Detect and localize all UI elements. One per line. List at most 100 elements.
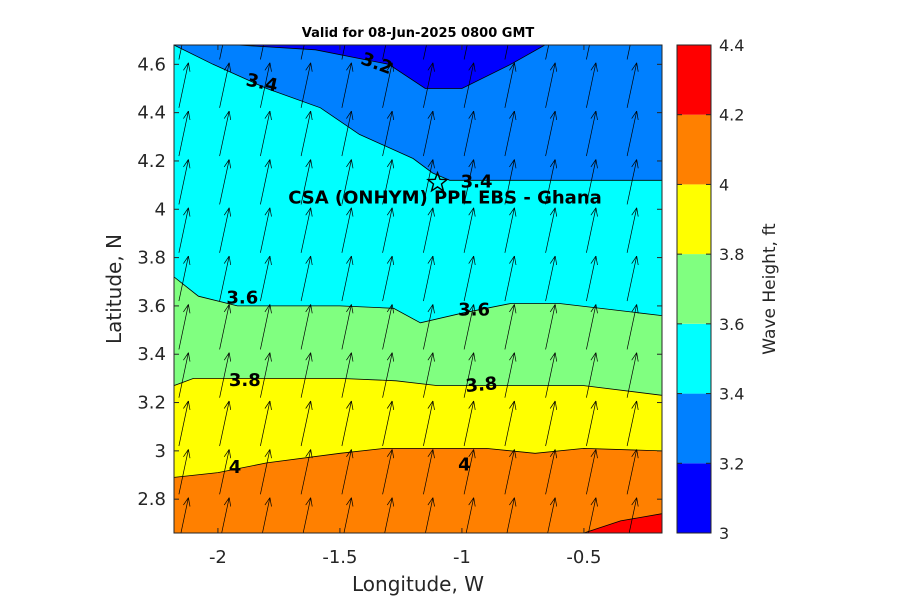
colorbar-segment bbox=[677, 254, 711, 324]
direction-arrow bbox=[341, 207, 354, 253]
y-tick-label: 4.4 bbox=[137, 103, 166, 124]
y-tick-label: 3 bbox=[155, 441, 166, 462]
direction-arrow bbox=[219, 110, 232, 157]
x-tick-label: -1.5 bbox=[322, 547, 357, 568]
contour-fill-layer bbox=[174, 45, 662, 533]
direction-arrow bbox=[300, 449, 313, 495]
colorbar-tick-label: 3.8 bbox=[719, 245, 744, 264]
colorbar-frame bbox=[676, 44, 712, 534]
direction-arrow bbox=[178, 45, 183, 60]
direction-arrow bbox=[504, 207, 517, 253]
direction-arrow bbox=[341, 400, 354, 447]
direction-arrow bbox=[262, 497, 272, 533]
direction-arrow bbox=[260, 449, 272, 495]
direction-arrow bbox=[423, 400, 435, 447]
direction-arrow bbox=[178, 449, 191, 495]
x-axis-label: Longitude, W bbox=[352, 572, 484, 596]
y-tick-label: 3.4 bbox=[137, 344, 166, 365]
contour-line-3.8 bbox=[174, 378, 662, 396]
direction-arrow bbox=[300, 159, 313, 205]
direction-arrow bbox=[463, 207, 476, 253]
y-tick-label: 4.2 bbox=[137, 151, 166, 172]
y-tick-label: 4 bbox=[155, 199, 166, 220]
direction-arrow bbox=[341, 449, 354, 495]
direction-arrow bbox=[300, 304, 313, 350]
x-axis-ticks: -2 -1.5 -1 -0.5 bbox=[209, 45, 601, 568]
direction-arrow bbox=[382, 62, 395, 108]
direction-arrow bbox=[302, 497, 313, 533]
direction-arrow bbox=[341, 159, 354, 205]
direction-arrow bbox=[423, 449, 435, 495]
direction-arrow bbox=[545, 45, 550, 60]
colorbar-segment bbox=[677, 393, 711, 464]
direction-arrow bbox=[463, 352, 476, 398]
direction-arrow bbox=[300, 207, 313, 253]
direction-arrow bbox=[178, 352, 191, 398]
direction-arrow bbox=[219, 207, 232, 253]
direction-arrow bbox=[423, 159, 435, 205]
direction-arrow bbox=[382, 207, 395, 253]
y-axis-ticks: 2.8 3 3.2 3.4 3.6 3.8 4 4.2 4.4 4.6 bbox=[137, 54, 662, 510]
direction-arrow bbox=[504, 110, 517, 157]
direction-arrow bbox=[300, 110, 313, 157]
direction-arrow bbox=[465, 497, 476, 533]
chart-title: Valid for 08-Jun-2025 0800 GMT bbox=[302, 26, 535, 41]
direction-arrow bbox=[341, 45, 346, 60]
direction-arrow bbox=[626, 110, 639, 157]
y-axis-label: Latitude, N bbox=[102, 234, 126, 344]
direction-arrow bbox=[504, 45, 509, 60]
direction-arrow bbox=[463, 449, 476, 495]
direction-arrow bbox=[219, 449, 232, 495]
direction-arrow-field bbox=[178, 45, 639, 533]
direction-arrow bbox=[219, 62, 232, 108]
direction-arrow bbox=[626, 207, 639, 253]
direction-arrow bbox=[545, 400, 558, 447]
direction-arrow bbox=[341, 62, 354, 108]
direction-arrow bbox=[300, 62, 313, 108]
direction-arrow bbox=[586, 62, 598, 108]
x-tick-label: -1 bbox=[453, 547, 471, 568]
colorbar-tick-label: 3 bbox=[719, 524, 729, 543]
direction-arrow bbox=[504, 352, 517, 398]
direction-arrow bbox=[423, 255, 435, 302]
direction-arrow bbox=[463, 304, 476, 350]
colorbar-label: Wave Height, ft bbox=[760, 223, 780, 355]
site-label: CSA (ONHYM) PPL EBS - Ghana bbox=[288, 188, 602, 209]
direction-arrow bbox=[219, 45, 224, 60]
direction-arrow bbox=[384, 497, 395, 533]
direction-arrow bbox=[463, 110, 476, 157]
direction-arrow bbox=[586, 352, 598, 398]
direction-arrow bbox=[463, 62, 476, 108]
direction-arrow bbox=[626, 45, 631, 60]
direction-arrow bbox=[178, 304, 191, 350]
contour-line-3.2 bbox=[237, 45, 546, 89]
direction-arrow bbox=[382, 110, 395, 157]
direction-arrow bbox=[423, 62, 435, 108]
colorbar-segment bbox=[677, 184, 711, 255]
direction-arrow bbox=[463, 255, 476, 302]
direction-arrow bbox=[586, 449, 598, 495]
x-tick-label: -0.5 bbox=[566, 547, 601, 568]
y-tick-label: 2.8 bbox=[137, 489, 166, 510]
direction-arrow bbox=[178, 110, 191, 157]
direction-arrow bbox=[260, 110, 272, 157]
direction-arrow bbox=[219, 400, 232, 447]
direction-arrow bbox=[626, 159, 639, 205]
contour-line-4 bbox=[174, 447, 662, 478]
colorbar-segment bbox=[677, 463, 711, 533]
direction-arrow bbox=[180, 497, 191, 533]
direction-arrow bbox=[504, 400, 517, 447]
direction-arrow bbox=[586, 110, 598, 157]
colorbar bbox=[677, 45, 711, 533]
contour-label: 3.6 bbox=[226, 288, 258, 309]
direction-arrow bbox=[504, 62, 517, 108]
direction-arrow bbox=[341, 255, 354, 302]
colorbar-tick-label: 4 bbox=[719, 175, 729, 194]
direction-arrow bbox=[626, 304, 639, 350]
contour-line-4.2 bbox=[583, 513, 662, 533]
direction-arrow bbox=[504, 449, 517, 495]
direction-arrow bbox=[260, 400, 272, 447]
contour-line-3.6 bbox=[174, 276, 662, 324]
direction-arrow bbox=[423, 352, 435, 398]
